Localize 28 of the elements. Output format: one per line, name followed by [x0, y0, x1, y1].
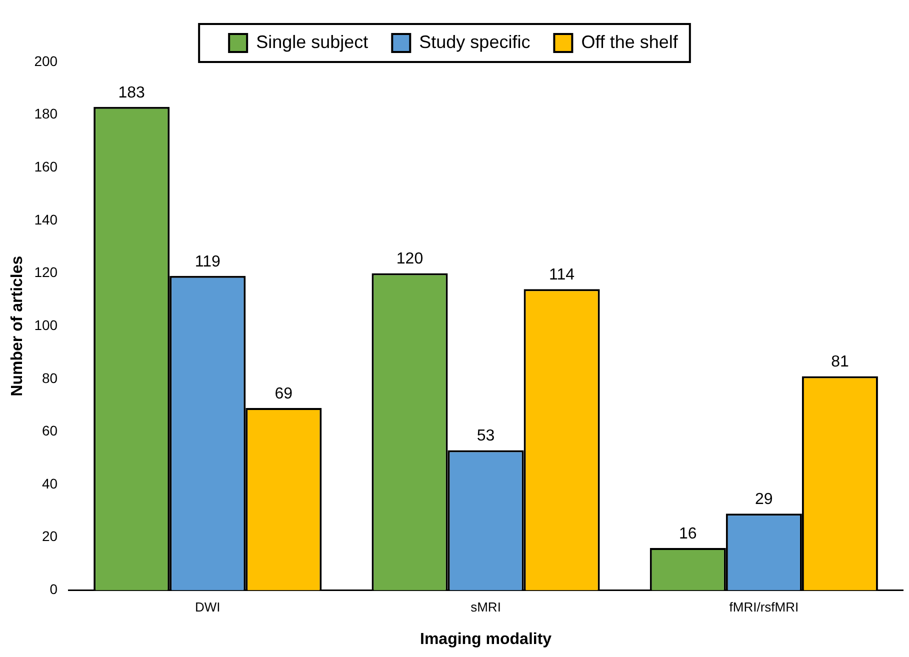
legend-label: Single subject: [256, 32, 368, 52]
y-tick-label: 200: [34, 52, 58, 69]
y-tick-label: 60: [42, 422, 58, 439]
data-label: 120: [396, 250, 424, 268]
x-tick-label: DWI: [194, 600, 220, 615]
data-label: 29: [755, 491, 773, 508]
x-axis-title: Imaging modality: [420, 630, 552, 648]
y-tick-label: 140: [34, 211, 58, 228]
data-label: 69: [274, 385, 293, 402]
y-tick-label: 160: [34, 158, 58, 174]
y-tick-label: 0: [50, 581, 58, 598]
y-tick-label: 120: [34, 264, 58, 280]
y-axis-title: Number of articles: [9, 256, 26, 396]
data-label: 183: [118, 84, 146, 102]
data-label: 81: [831, 354, 849, 371]
y-tick-label: 100: [34, 316, 58, 333]
data-label: 119: [194, 253, 220, 270]
y-tick-label: 40: [42, 475, 58, 492]
data-label: 16: [679, 525, 697, 542]
legend-label: Off the shelf: [581, 32, 679, 52]
y-tick-label: 80: [42, 370, 58, 386]
y-tick-label: 180: [34, 106, 58, 122]
y-tick-label: 20: [42, 528, 58, 544]
x-tick-label: fMRI/rsfMRI: [729, 600, 799, 615]
data-label: 53: [476, 428, 495, 445]
x-tick-label: sMRI: [470, 600, 501, 615]
legend-label: Study specific: [419, 32, 530, 52]
data-label: 114: [549, 266, 575, 284]
